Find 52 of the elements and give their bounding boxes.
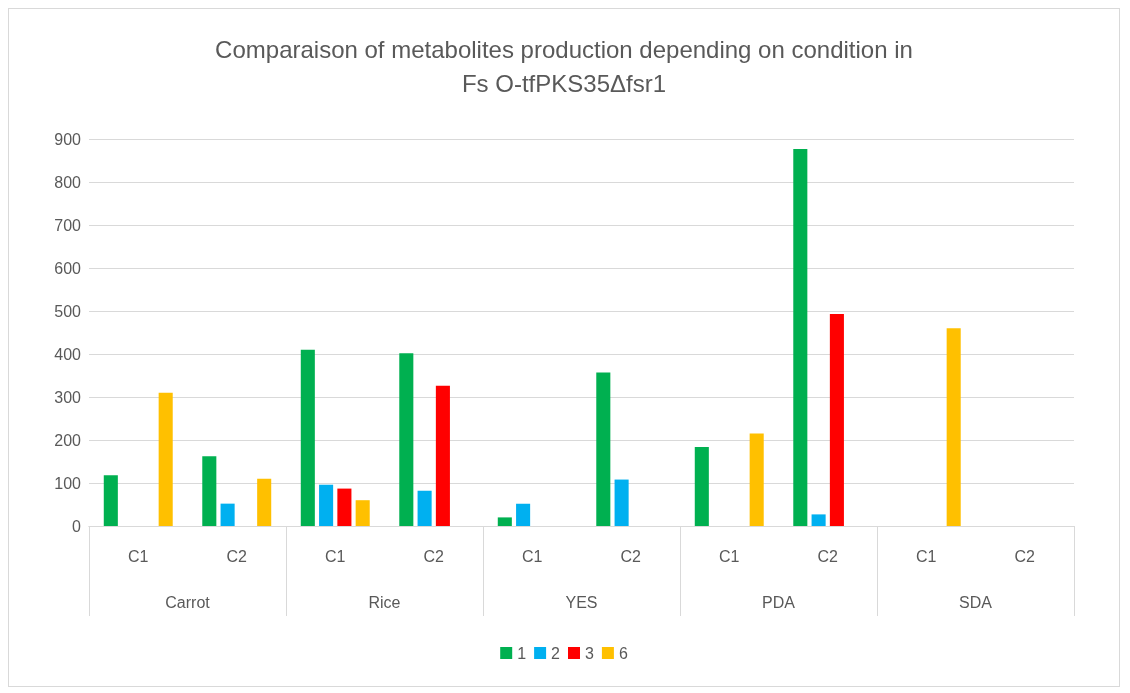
text: Carrot — [165, 593, 211, 611]
bar — [749, 433, 764, 526]
text: SDA — [959, 593, 993, 611]
y-tick-label: 700 — [54, 216, 82, 234]
bar — [497, 517, 512, 526]
bar — [158, 392, 173, 526]
y-tick-label: 500 — [54, 302, 82, 320]
bar — [694, 446, 709, 526]
bar — [300, 349, 315, 526]
bar — [399, 353, 414, 526]
legend-label: 6 — [618, 644, 628, 662]
legend-label: 2 — [551, 644, 561, 662]
text: Rice — [368, 593, 401, 611]
y-tick-label: 900 — [54, 130, 82, 148]
x-tick-label: C1 — [719, 547, 740, 565]
text: YES — [565, 593, 598, 611]
x-tick-label: C2 — [620, 547, 642, 565]
bar — [829, 314, 844, 526]
bar — [257, 478, 272, 526]
bar — [614, 479, 629, 526]
y-tick-label: 400 — [54, 345, 82, 363]
bar — [946, 328, 961, 526]
y-tick-label: 100 — [54, 474, 82, 492]
x-tick-label: C2 — [1014, 547, 1036, 565]
y-tick-label: 800 — [54, 173, 82, 191]
bar — [417, 490, 432, 526]
x-tick-label: C1 — [128, 547, 149, 565]
y-tick-label: 600 — [54, 259, 82, 277]
bar — [202, 456, 217, 526]
x-tick-label: C1 — [325, 547, 346, 565]
bar — [596, 372, 611, 526]
legend-label: 3 — [585, 644, 594, 662]
x-tick-label: C1 — [916, 547, 937, 565]
bar — [220, 503, 235, 526]
legend-label: 1 — [517, 644, 527, 662]
x-tick-label: C1 — [522, 547, 543, 565]
x-tick-label: C2 — [817, 547, 839, 565]
bar — [103, 475, 118, 526]
text: PDA — [762, 593, 796, 611]
y-tick-label: 300 — [54, 388, 82, 406]
chart-title: Comparaison of metabolites production depending on condition in Fs O-tfPKS35Δfsr1 — [215, 35, 913, 97]
x-tick-label: C2 — [423, 547, 445, 565]
y-tick-label: 0 — [72, 517, 82, 535]
bar — [435, 385, 450, 526]
bar — [793, 148, 808, 526]
bar — [355, 500, 370, 526]
bar — [516, 503, 531, 526]
bar — [319, 484, 334, 526]
y-tick-label: 200 — [54, 431, 82, 449]
bar — [811, 514, 826, 526]
x-tick-label: C2 — [226, 547, 248, 565]
bar — [337, 488, 352, 526]
